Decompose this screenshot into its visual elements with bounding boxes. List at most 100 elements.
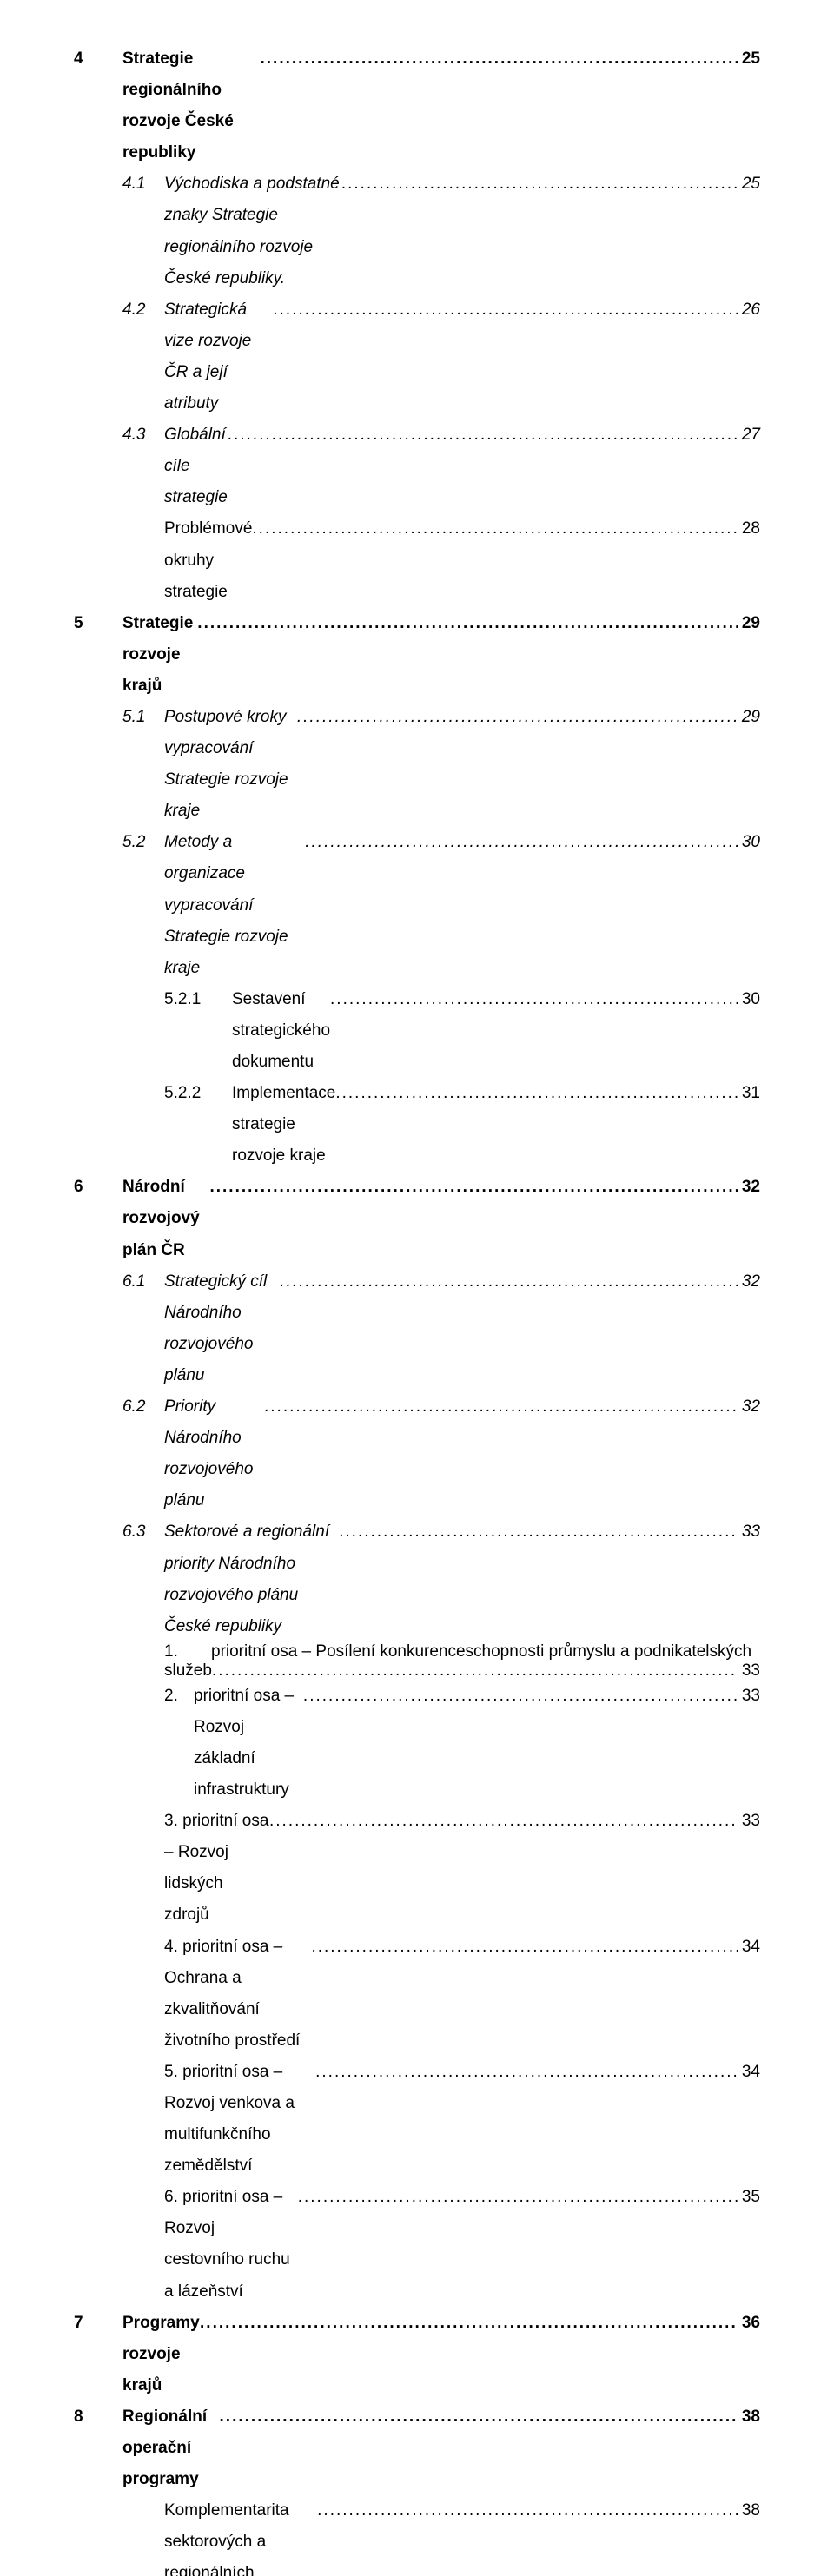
toc-entry-page: 26	[738, 294, 760, 326]
toc-leader	[228, 419, 738, 451]
toc-leader	[252, 513, 738, 545]
toc-leader	[200, 2308, 738, 2339]
toc-entry-title: Problémové okruhy strategie	[164, 513, 252, 607]
toc-entry-title: Komplementarita sektorových a regionální…	[164, 2495, 317, 2576]
toc-leader	[317, 2495, 738, 2526]
toc-entry-page: 35	[738, 2182, 760, 2213]
toc-entry-title: Sektorové a regionální priority Národníh…	[164, 1516, 340, 1641]
toc-entry-number: 5.1	[122, 702, 164, 733]
toc-entry-page: 36	[738, 2308, 760, 2339]
toc-entry-page: 33	[738, 1681, 760, 1712]
toc-leader	[315, 2057, 738, 2088]
toc-entry-page: 33	[738, 1661, 760, 1681]
toc-entry: 5.2.1Sestavení strategického dokumentu30	[74, 984, 760, 1078]
toc-entry-number: 6	[74, 1172, 122, 1203]
toc-leader	[340, 1516, 738, 1548]
toc-leader	[311, 1932, 738, 1963]
toc-entry-number: 5.2.1	[164, 984, 232, 1015]
toc-entry: 6.1Strategický cíl Národního rozvojového…	[74, 1266, 760, 1391]
toc-entry: 5Strategie rozvoje krajů 29	[74, 608, 760, 702]
toc-entry: 6. prioritní osa – Rozvoj cestovního ruc…	[74, 2182, 760, 2307]
toc-entry-page: 25	[738, 168, 760, 200]
toc-entry-page: 28	[738, 513, 760, 545]
toc-entry-number: 4.2	[122, 294, 164, 326]
toc-leader	[269, 1806, 738, 1837]
toc-entry-number: 1.	[164, 1642, 211, 1661]
toc-entry-title: 4. prioritní osa – Ochrana a zkvalitňová…	[164, 1932, 311, 2057]
toc-entry: 4.3Globální cíle strategie 27	[74, 419, 760, 513]
toc-entry-page: 33	[738, 1516, 760, 1548]
toc-entry-number: 7	[74, 2308, 122, 2339]
toc-entry: 6Národní rozvojový plán ČR 32	[74, 1172, 760, 1265]
toc-entry-title: Národní rozvojový plán ČR	[122, 1172, 209, 1265]
toc-entry-page: 29	[738, 702, 760, 733]
toc-entry-title: Globální cíle strategie	[164, 419, 228, 513]
toc-entry-title: Východiska a podstatné znaky Strategie r…	[164, 168, 341, 294]
toc-entry-title: Strategický cíl Národního rozvojového pl…	[164, 1266, 280, 1391]
toc-entry: Problémové okruhy strategie 28	[74, 513, 760, 607]
toc-leader	[212, 1661, 738, 1681]
toc-entry-page: 30	[738, 984, 760, 1015]
toc-entry-number: 6.2	[122, 1391, 164, 1423]
toc-entry-number: 6.1	[122, 1266, 164, 1298]
toc-leader	[305, 827, 738, 858]
toc-entry: 4.2Strategická vize rozvoje ČR a její at…	[74, 294, 760, 419]
toc-leader	[197, 608, 738, 639]
toc-entry-title: Strategie rozvoje krajů	[122, 608, 197, 702]
toc-leader	[303, 1681, 738, 1712]
toc-entry-title: Strategie regionálního rozvoje České rep…	[122, 43, 260, 168]
toc-entry-page: 27	[738, 419, 760, 451]
toc-entry-page: 34	[738, 2057, 760, 2088]
toc-entry-page: 25	[738, 43, 760, 75]
toc-entry-page: 33	[738, 1806, 760, 1837]
toc-leader	[260, 43, 738, 75]
toc-entry-number: 5.2	[122, 827, 164, 858]
toc-leader	[220, 2401, 738, 2433]
toc-entry: 4. prioritní osa – Ochrana a zkvalitňová…	[74, 1932, 760, 2057]
toc-entry: Komplementarita sektorových a regionální…	[74, 2495, 760, 2576]
toc-entry: 2.prioritní osa – Rozvoj základní infras…	[74, 1681, 760, 1806]
toc-entry-page: 38	[738, 2401, 760, 2433]
toc-entry-page: 32	[738, 1391, 760, 1423]
toc-entry-title: Implementace strategie rozvoje kraje	[232, 1078, 335, 1172]
toc-entry-page: 38	[738, 2495, 760, 2526]
toc-entry-title: Programy rozvoje krajů	[122, 2308, 200, 2401]
toc-entry-title: Regionální operační programy	[122, 2401, 220, 2495]
toc-entry-page: 32	[738, 1266, 760, 1298]
toc-entry-title-cont: služeb	[164, 1661, 212, 1681]
toc-entry-page: 31	[738, 1078, 760, 1109]
toc-entry-title: Metody a organizace vypracování Strategi…	[164, 827, 305, 983]
toc-entry-number: 5	[74, 608, 122, 639]
toc-leader	[297, 702, 738, 733]
toc-entry-title: prioritní osa – Rozvoj základní infrastr…	[194, 1681, 303, 1806]
toc-entry-page: 29	[738, 608, 760, 639]
toc-entry-number: 5.2.2	[164, 1078, 232, 1109]
toc-entry-page: 30	[738, 827, 760, 858]
toc-entry-number: 4	[74, 43, 122, 75]
toc-entry-number: 4.1	[122, 168, 164, 200]
toc-entry-title: prioritní osa – Posílení konkurenceschop…	[211, 1642, 751, 1661]
toc-entry-title: 5. prioritní osa – Rozvoj venkova a mult…	[164, 2057, 315, 2182]
toc-entry: 4.1Východiska a podstatné znaky Strategi…	[74, 168, 760, 294]
toc-entry: 6.3Sektorové a regionální priority Národ…	[74, 1516, 760, 1641]
toc-entry-page: 34	[738, 1932, 760, 1963]
table-of-contents: 4Strategie regionálního rozvoje České re…	[74, 43, 760, 2576]
toc-entry: 7Programy rozvoje krajů 36	[74, 2308, 760, 2401]
toc-entry: 5. prioritní osa – Rozvoj venkova a mult…	[74, 2057, 760, 2182]
toc-leader	[330, 984, 738, 1015]
toc-leader	[335, 1078, 738, 1109]
toc-leader	[265, 1391, 738, 1423]
toc-leader	[280, 1266, 738, 1298]
toc-entry-number: 2.	[164, 1681, 194, 1712]
toc-entry-number: 4.3	[122, 419, 164, 451]
toc-entry-title: Postupové kroky vypracování Strategie ro…	[164, 702, 297, 827]
toc-entry-title: 3. prioritní osa – Rozvoj lidských zdroj…	[164, 1806, 269, 1931]
toc-entry: 4Strategie regionálního rozvoje České re…	[74, 43, 760, 168]
toc-entry-title: 6. prioritní osa – Rozvoj cestovního ruc…	[164, 2182, 298, 2307]
toc-entry: 3. prioritní osa – Rozvoj lidských zdroj…	[74, 1806, 760, 1931]
toc-leader	[209, 1172, 738, 1203]
toc-entry-page: 32	[738, 1172, 760, 1203]
toc-leader	[341, 168, 738, 200]
toc-entry: 1.prioritní osa – Posílení konkurencesch…	[74, 1642, 760, 1681]
toc-entry-number: 6.3	[122, 1516, 164, 1548]
